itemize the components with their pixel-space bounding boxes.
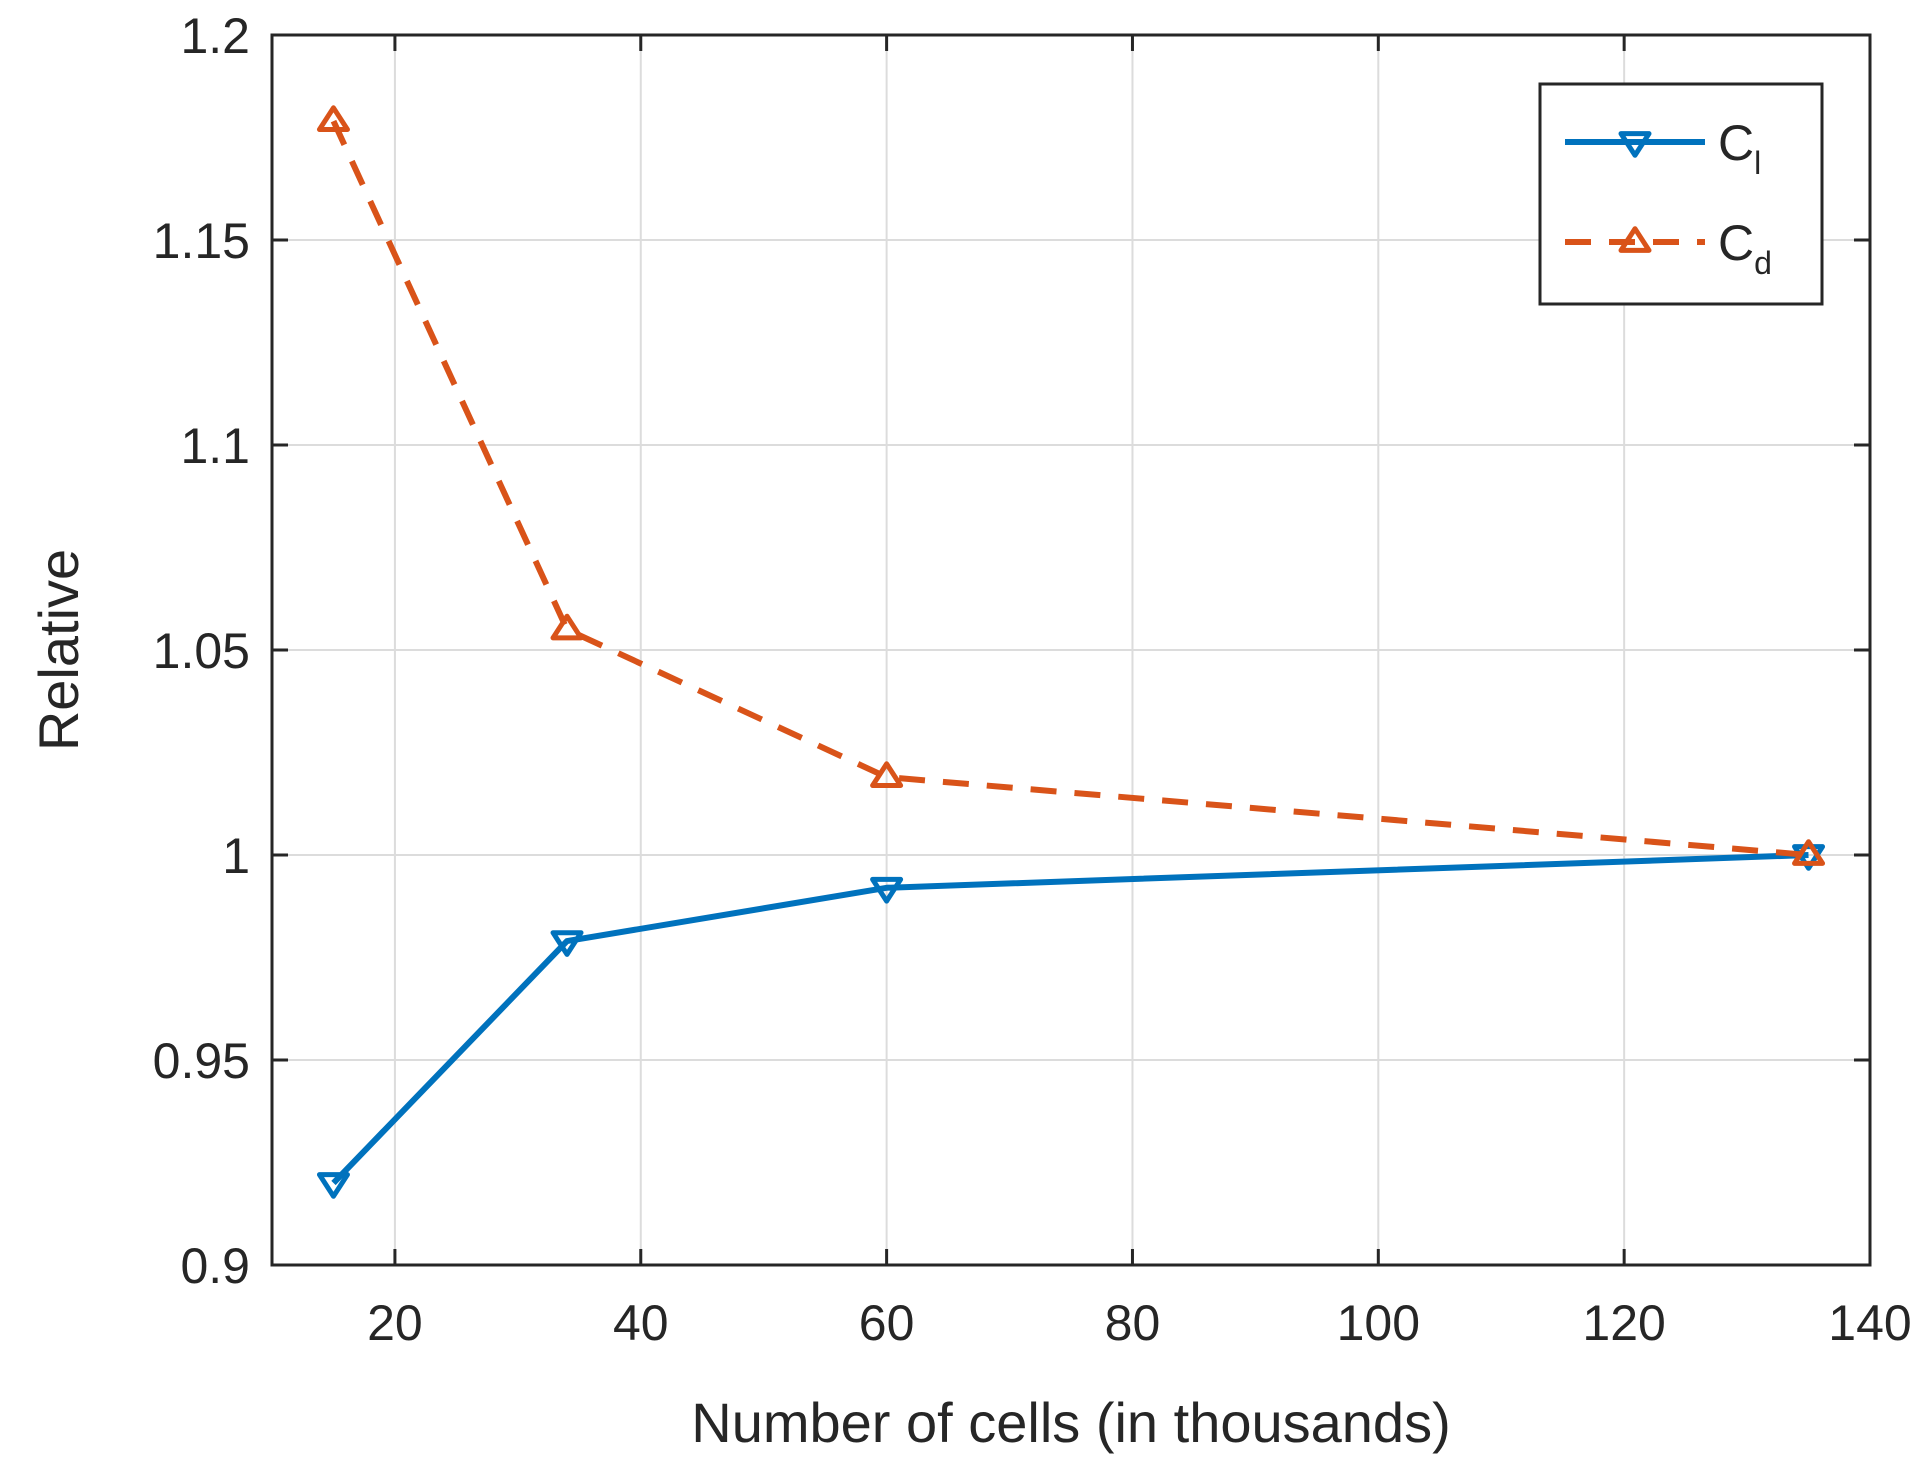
data-point-marker (1618, 131, 1652, 158)
data-point-marker (550, 613, 584, 641)
legend-label: Cd (1718, 215, 1772, 281)
y-tick-label: 1.2 (180, 8, 250, 64)
plot-series (316, 105, 1826, 1199)
data-point-marker (316, 105, 350, 132)
y-tick-label: 1 (222, 828, 250, 884)
legend: Cl Cd (1538, 82, 1824, 306)
series-c-l (316, 844, 1826, 1199)
x-tick-label: 40 (613, 1295, 669, 1351)
y-axis-label: Relative (27, 549, 90, 751)
axis-ticks: 20 40 60 80 100 120 140 0.9 0.95 1 1.05 1.1 1.15 1.2 (153, 8, 1912, 1351)
legend-item-c-d: Cd (1565, 215, 1772, 281)
x-tick-label: 120 (1582, 1295, 1665, 1351)
data-point-marker (1792, 844, 1826, 871)
legend-label: Cl (1718, 115, 1761, 181)
series-c-d (316, 105, 1826, 866)
y-tick-label: 0.95 (153, 1033, 250, 1089)
x-tick-label: 80 (1105, 1295, 1161, 1351)
y-tick-label: 0.9 (180, 1238, 250, 1294)
legend-item-c-l: Cl (1565, 115, 1761, 181)
data-point-marker (870, 876, 904, 904)
data-point-marker (1618, 226, 1652, 253)
y-tick-label: 1.15 (153, 213, 250, 269)
legend-box (1538, 82, 1824, 306)
data-point-marker (316, 1172, 350, 1199)
x-tick-label: 20 (367, 1295, 423, 1351)
y-tick-label: 1.05 (153, 623, 250, 679)
series-line (330, 119, 1809, 858)
x-tick-label: 100 (1337, 1295, 1420, 1351)
y-tick-label: 1.1 (180, 418, 250, 474)
series-line (331, 852, 1809, 1186)
data-point-marker (870, 761, 904, 788)
x-axis-label: Number of cells (in thousands) (691, 1391, 1450, 1454)
x-tick-label: 60 (859, 1295, 915, 1351)
data-point-marker (550, 930, 584, 957)
x-tick-label: 140 (1828, 1295, 1911, 1351)
data-point-marker (1792, 839, 1826, 866)
